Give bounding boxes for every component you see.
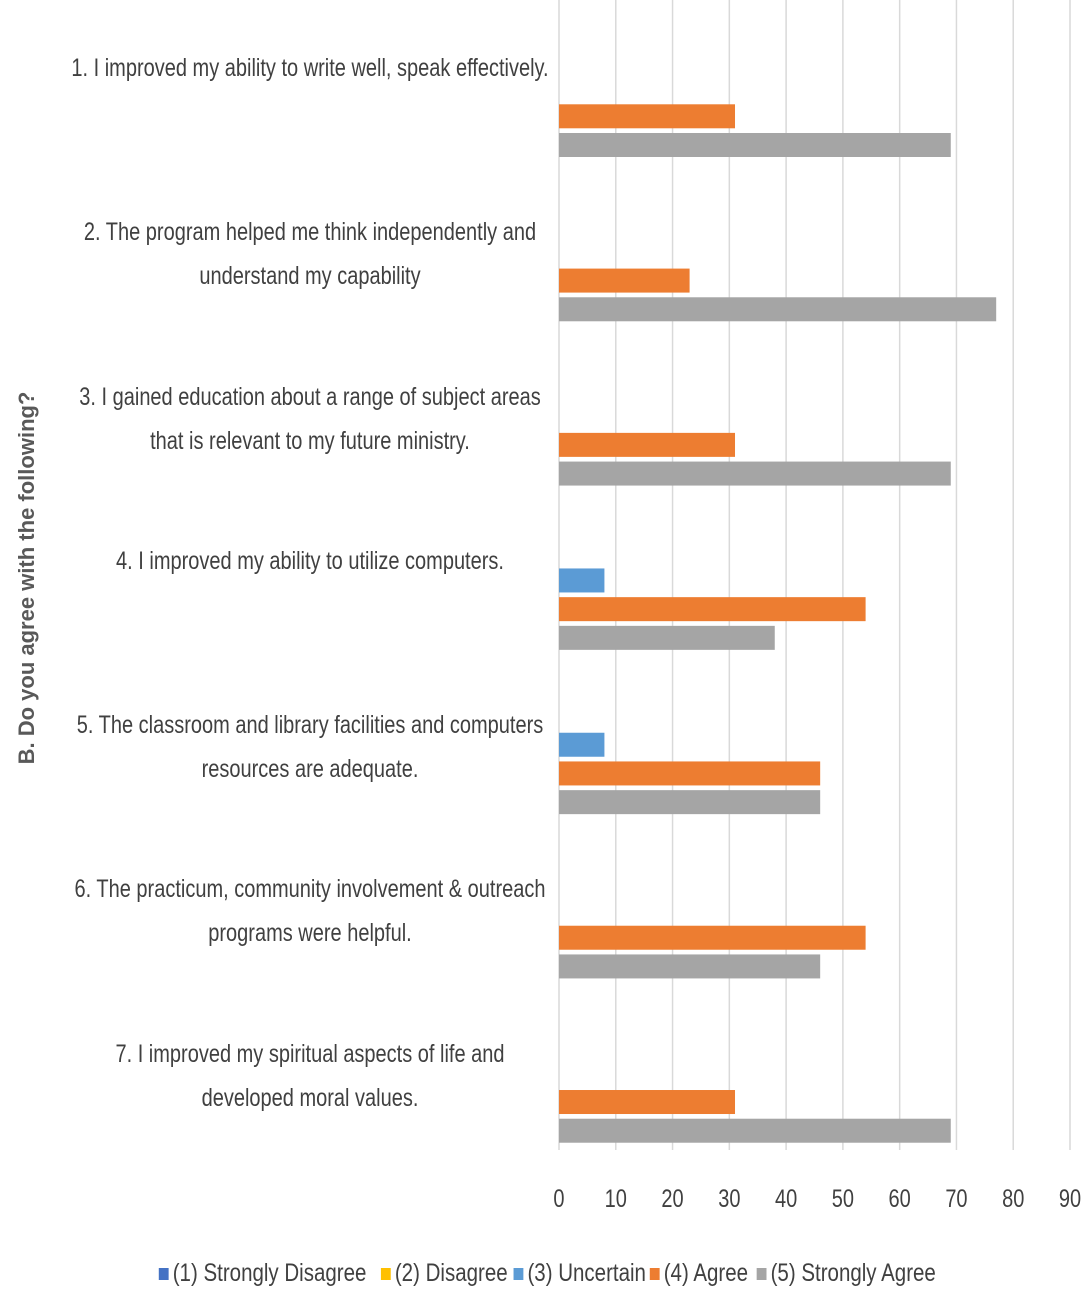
legend-item: (4) Agree [649, 1259, 749, 1288]
category-label: 7. I improved my spiritual aspects of li… [115, 1039, 505, 1112]
bar [559, 461, 951, 486]
bar [559, 954, 821, 979]
x-tick-label: 10 [605, 1185, 627, 1213]
legend-item: (1) Strongly Disagree [158, 1259, 366, 1288]
legend-label: (2) Disagree [394, 1259, 508, 1287]
legend: (1) Strongly Disagree (2) Disagree (3) Unc… [0, 1259, 1091, 1288]
x-tick-label: 20 [661, 1185, 683, 1213]
bar [559, 268, 690, 293]
legend-item: (2) Disagree [380, 1259, 508, 1288]
x-tick-label: 30 [718, 1185, 740, 1213]
legend-swatch [649, 1267, 660, 1280]
x-tick-label: 40 [775, 1185, 797, 1213]
bar [559, 104, 736, 129]
category-label: 2. The program helped me think independe… [83, 218, 537, 291]
legend-swatch [380, 1267, 391, 1280]
bar [559, 732, 605, 757]
bar [559, 625, 775, 650]
bar [559, 790, 821, 815]
x-tick-label: 60 [889, 1185, 911, 1213]
x-tick-label: 0 [553, 1185, 564, 1213]
category-label: 4. I improved my ability to utilize comp… [116, 546, 504, 575]
bar [559, 297, 997, 322]
y-axis-title: B. Do you agree with the following? [14, 392, 39, 765]
bar [559, 133, 951, 157]
legend-label: (4) Agree [663, 1259, 749, 1287]
x-tick-label: 80 [1002, 1185, 1024, 1213]
bar [559, 925, 866, 950]
category-label: 5. The classroom and library facilities … [76, 711, 544, 784]
legend-swatch [158, 1267, 169, 1280]
legend-label: (1) Strongly Disagree [172, 1259, 367, 1287]
category-label: 3. I gained education about a range of s… [79, 382, 541, 455]
legend-swatch [514, 1267, 524, 1280]
bar [559, 761, 821, 786]
legend-label: (5) Strongly Agree [770, 1259, 936, 1287]
legend-swatch [756, 1267, 767, 1280]
bar [559, 568, 605, 593]
legend-label: (3) Uncertain [527, 1259, 647, 1287]
legend-item: (3) Uncertain [514, 1259, 646, 1288]
x-tick-label: 90 [1059, 1185, 1081, 1213]
bar [559, 1090, 736, 1115]
x-tick-label: 70 [945, 1185, 967, 1213]
category-label: 6. The practicum, community involvement … [74, 875, 546, 948]
legend-item: (5) Strongly Agree [756, 1259, 936, 1288]
bar [559, 597, 866, 622]
bar [559, 1118, 951, 1143]
bar [559, 432, 736, 457]
x-tick-label: 50 [832, 1185, 854, 1213]
category-label: 1. I improved my ability to write well, … [71, 54, 549, 82]
